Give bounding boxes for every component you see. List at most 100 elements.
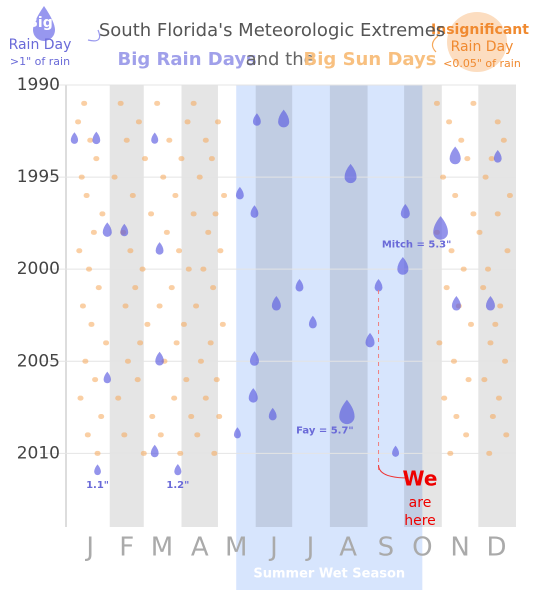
rain-day-drop: [103, 371, 111, 384]
here-label: We: [403, 467, 438, 491]
sun-day-dot: [443, 285, 450, 291]
sun-day-dot: [446, 119, 453, 125]
sun-day-dot: [171, 395, 178, 401]
sun-day-dot: [166, 137, 173, 143]
sun-day-dot: [489, 414, 496, 419]
month-stripe: [329, 85, 368, 527]
y-tick-label: 2000: [17, 259, 60, 279]
rain-day-drop: [365, 332, 375, 348]
sun-day-dot: [84, 432, 91, 438]
sun-day-dot: [216, 414, 223, 419]
x-tick-label: J: [268, 533, 278, 563]
rain-day-drop: [92, 131, 101, 145]
sun-day-dot: [140, 450, 147, 456]
rain-day-drop: [449, 146, 461, 165]
sun-day-dot: [207, 340, 214, 346]
sun-day-dot: [470, 211, 477, 217]
chart-title: South Florida's Meteorologic Extremes: [99, 20, 445, 41]
rain-day-drop: [174, 464, 182, 476]
sun-day-dot: [76, 248, 83, 254]
y-tick-label: 2005: [17, 351, 60, 371]
rain-day-drop: [295, 278, 304, 292]
sun-day-dot: [208, 156, 215, 162]
sun-day-dot: [196, 174, 203, 180]
sun-day-dot: [450, 358, 457, 364]
sun-day-dot: [163, 229, 170, 235]
sun-day-dot: [470, 100, 477, 106]
legend-arrow: [431, 35, 439, 53]
rain-day-drop: [248, 388, 258, 403]
sun-day-dot: [440, 174, 447, 180]
rain-day-drop: [485, 296, 495, 311]
sun-day-dot: [482, 174, 489, 180]
annotation: 1.2": [166, 480, 189, 491]
sun-day-dot: [210, 285, 217, 291]
rain-day-drop: [151, 132, 159, 144]
sun-day-dot: [464, 156, 471, 162]
sun-day-dot: [452, 193, 459, 198]
rain-day-drop: [271, 296, 281, 311]
sun-day-dot: [460, 266, 467, 272]
legend-sun-label: Rain Day: [451, 39, 514, 55]
rain-day-drop: [94, 464, 101, 476]
y-tick-label: 2010: [17, 443, 60, 463]
sun-day-dot: [194, 432, 201, 438]
sun-day-dot: [504, 248, 511, 254]
sun-day-dot: [172, 193, 179, 198]
sun-day-dot: [185, 266, 192, 272]
sun-day-dot: [481, 377, 488, 383]
sun-day-dot: [93, 156, 100, 162]
sun-day-dot: [75, 119, 82, 125]
rain-day-drop: [155, 242, 164, 255]
sun-day-dot: [127, 248, 134, 254]
x-tick-label: S: [378, 533, 395, 563]
sun-day-dot: [453, 414, 460, 419]
sun-day-dot: [480, 285, 487, 291]
sun-day-dot: [168, 285, 175, 291]
x-tick-label: D: [487, 533, 507, 563]
sun-day-dot: [149, 414, 156, 419]
subtitle-rain: Big Rain Days: [117, 49, 256, 70]
sun-day-dot: [213, 377, 220, 383]
sun-day-dot: [141, 156, 148, 162]
rain-day-drop: [235, 186, 244, 200]
sun-day-dot: [129, 193, 136, 198]
sun-day-dot: [214, 119, 221, 125]
sun-day-dot: [154, 100, 161, 106]
sun-day-dot: [190, 211, 197, 217]
rain-day-drop: [308, 315, 317, 329]
here-label: here: [404, 513, 436, 529]
x-tick-label: O: [412, 533, 432, 563]
rain-day-drop: [268, 407, 277, 421]
sun-day-dot: [205, 229, 212, 235]
x-tick-label: A: [339, 533, 357, 563]
sun-day-dot: [90, 229, 97, 235]
sun-day-dot: [92, 377, 99, 383]
sun-day-dot: [485, 266, 492, 272]
legend-rain-title: Big: [27, 15, 53, 31]
legend-sun-note: <0.05" of rain: [443, 57, 521, 70]
rain-day-drop: [252, 113, 261, 126]
sun-day-dot: [502, 358, 509, 364]
legend-sun-title: Insignificant: [431, 22, 529, 38]
rain-day-drop: [233, 427, 241, 439]
subtitle-sun: Big Sun Days: [304, 49, 437, 70]
sun-day-dot: [486, 450, 493, 456]
sun-day-dot: [200, 266, 207, 272]
rain-day-drop: [433, 216, 448, 240]
sun-day-dot: [476, 229, 483, 235]
legend-rain-note: >1" of rain: [10, 55, 70, 68]
background: [40, 84, 516, 590]
sun-day-dot: [87, 137, 94, 143]
sun-day-dot: [193, 303, 200, 309]
sun-day-dot: [144, 321, 151, 327]
rain-day-drop: [155, 351, 164, 366]
sun-day-dot: [132, 285, 139, 291]
sun-day-dot: [494, 119, 501, 125]
wet-season-band: [236, 85, 423, 590]
sun-day-dot: [506, 193, 513, 198]
sun-day-dot: [467, 321, 474, 327]
rain-day-drop: [451, 296, 461, 311]
month-stripe: [404, 85, 442, 527]
